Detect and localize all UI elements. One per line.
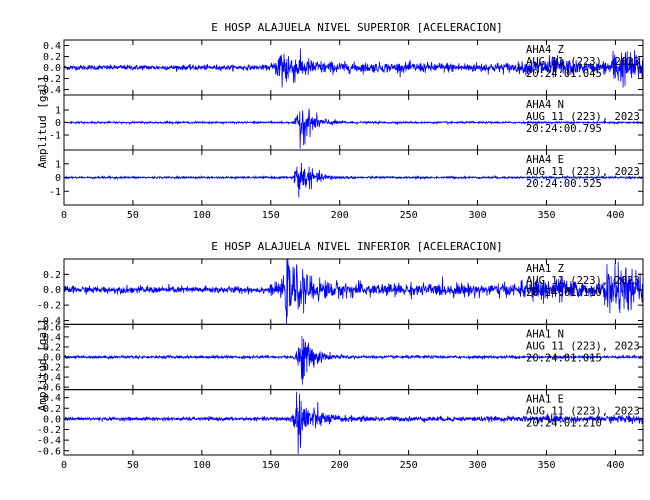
y-tick-label: 0.0 — [43, 63, 61, 74]
y-tick-label: 0.0 — [43, 414, 61, 425]
channel-label-line: AHA4 N — [526, 99, 564, 111]
y-tick-label: 0.2 — [43, 270, 61, 281]
y-tick-label: 1 — [55, 106, 61, 117]
y-tick-label: 1 — [55, 159, 61, 170]
y-tick-label: 0.4 — [43, 393, 61, 404]
y-tick-label: -0.2 — [37, 301, 61, 312]
waveform-aha4-z — [64, 48, 643, 88]
y-tick-label: -0.2 — [37, 425, 61, 436]
y-tick-label: 0.4 — [43, 332, 61, 343]
group-title-inferior: E HOSP ALAJUELA NIVEL INFERIOR [ACELERAC… — [211, 240, 502, 253]
channel-label-line: AHA4 Z — [526, 44, 564, 56]
y-tick-label: -1 — [49, 187, 61, 198]
channel-label-line: AHA1 N — [526, 328, 564, 340]
upper-group: E HOSP ALAJUELA NIVEL SUPERIOR [ACELERAC… — [36, 21, 644, 221]
x-tick-label: 350 — [537, 460, 555, 471]
channel-label-line: AHA1 E — [526, 394, 564, 406]
waveform-aha4-e — [64, 162, 643, 198]
y-tick-label: 0.4 — [43, 41, 61, 52]
x-tick-label: 400 — [606, 210, 624, 221]
channel-label-line: 20:24:01.045 — [526, 68, 602, 80]
y-tick-label: -0.6 — [37, 383, 61, 394]
channel-label-line: 20:24:01.110 — [526, 287, 602, 299]
y-axis-label-superior: Amplitud [gal] — [36, 76, 49, 169]
y-tick-label: -0.2 — [37, 74, 61, 85]
x-tick-label: 250 — [400, 460, 418, 471]
channel-label-line: 20:24:00.525 — [526, 178, 602, 190]
x-tick-label: 0 — [61, 210, 67, 221]
y-tick-label: -0.4 — [37, 436, 61, 447]
waveform-aha4-n — [64, 108, 643, 149]
y-tick-label: 0.0 — [43, 353, 61, 364]
x-tick-label: 100 — [193, 210, 211, 221]
y-tick-label: -0.4 — [37, 85, 61, 96]
x-tick-label: 150 — [262, 210, 280, 221]
channel-label-line: 20:24:01.015 — [526, 352, 602, 364]
waveform-aha1-z — [64, 259, 643, 325]
waveform-aha1-n — [64, 336, 643, 385]
x-tick-label: 250 — [400, 210, 418, 221]
y-tick-label: 0.2 — [43, 404, 61, 415]
channel-label-line: 20:24:01.210 — [526, 418, 602, 430]
x-tick-label: 100 — [193, 460, 211, 471]
x-tick-label: 0 — [61, 460, 67, 471]
x-tick-label: 300 — [469, 460, 487, 471]
channel-label-line: 20:24:00.795 — [526, 123, 602, 135]
x-tick-label: 400 — [606, 460, 624, 471]
y-axis-label-inferior: Amplitud [gal] — [36, 319, 49, 412]
y-tick-label: 0.6 — [43, 322, 61, 333]
y-tick-label: 0 — [55, 173, 61, 184]
channel-label-line: AHA4 E — [526, 154, 564, 166]
y-tick-label: -1 — [49, 131, 61, 142]
x-tick-label: 50 — [127, 460, 139, 471]
x-tick-label: 350 — [537, 210, 555, 221]
channel-label-line: AUG 11 (223), 2023 — [526, 166, 640, 178]
x-tick-label: 200 — [331, 460, 349, 471]
y-tick-label: 0.2 — [43, 342, 61, 353]
waveform-aha1-e — [64, 391, 643, 455]
x-tick-label: 200 — [331, 210, 349, 221]
y-tick-label: 0.2 — [43, 52, 61, 63]
channel-label-line: AUG 11 (223), 2023 — [526, 275, 640, 287]
y-tick-label: -0.4 — [37, 373, 61, 384]
y-tick-label: -0.2 — [37, 363, 61, 374]
channel-label-line: AHA1 Z — [526, 263, 564, 275]
x-tick-label: 50 — [127, 210, 139, 221]
panel-frame — [63, 389, 644, 456]
channel-label-line: AUG 11 (223), 2023 — [526, 111, 640, 123]
channel-label-line: AUG 11 (223), 2023 — [526, 406, 640, 418]
y-tick-label: 0 — [55, 118, 61, 129]
x-tick-label: 150 — [262, 460, 280, 471]
y-tick-label: -0.6 — [37, 446, 61, 457]
group-title-superior: E HOSP ALAJUELA NIVEL SUPERIOR [ACELERAC… — [211, 21, 502, 34]
lower-group: E HOSP ALAJUELA NIVEL INFERIOR [ACELERAC… — [36, 240, 644, 471]
channel-label-line: AUG 11 (223), 2023 — [526, 340, 640, 352]
y-tick-label: 0.0 — [43, 285, 61, 296]
channel-label-line: AUG 11 (223), 2023 — [526, 56, 640, 68]
x-tick-label: 300 — [469, 210, 487, 221]
y-tick-label: -0.4 — [37, 316, 61, 327]
